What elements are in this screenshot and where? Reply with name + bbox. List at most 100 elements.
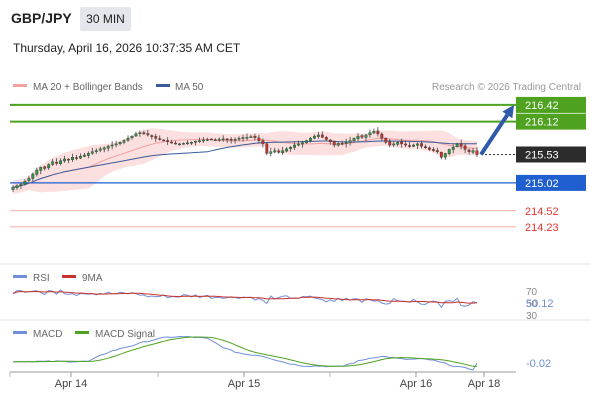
rsi-line [12,289,478,309]
candle-body [75,157,78,159]
candle-body [106,145,110,149]
credit-text: Research © 2026 Trading Central [432,82,581,93]
timeframe-button[interactable]: 30 MIN [80,7,131,31]
candle-body [261,140,265,145]
candle-body [297,143,300,146]
candle-body [190,142,193,144]
level-label-resistance: 216.42 [525,100,559,112]
x-axis-label: Apr 15 [228,378,260,390]
level-label-bg [516,96,586,113]
candle-body [435,150,439,152]
candle-body [225,138,229,141]
candle-body [122,140,126,143]
candle-body [309,138,312,141]
candle-body [312,135,316,139]
ma20-legend-swatch [13,84,27,87]
candle-body [245,137,249,139]
symbol-title: GBP/JPY [11,10,72,26]
candle-body [221,138,225,141]
candle-body [146,133,150,136]
x-axis-label: Apr 16 [400,378,432,390]
candle-body [424,146,427,149]
candle-body [443,153,447,158]
candle-body [277,150,281,153]
candle-body [285,148,289,152]
level-label-pivot: 215.02 [525,178,559,190]
ma50-line [12,140,477,188]
macd-legend-label: MACD [33,329,62,340]
candle-body [281,150,285,153]
candle-body [372,130,376,134]
candle-body [237,138,241,140]
candle-body [15,185,19,188]
candle-body [241,137,245,139]
candle-body [416,143,419,146]
candle-body [197,140,201,142]
candle-body [166,140,170,142]
rsi-ma-legend-label: 9MA [82,273,103,284]
candle-body [293,144,296,148]
candle-body [193,140,197,143]
candle-body [229,139,233,141]
candle-body [205,139,209,141]
candle-body [67,158,70,161]
candle-body [420,143,423,147]
candle-body [82,154,86,157]
candle-body [98,148,102,151]
candle-body [467,149,471,152]
x-axis-label: Apr 14 [55,378,87,390]
candle-body [388,141,392,146]
level-label-support: 214.52 [525,206,559,218]
candle-body [324,137,328,140]
candle-body [368,132,372,136]
rsi-ma-legend-swatch [62,275,76,278]
candle-body [11,187,15,190]
macd-legend-swatch [13,331,27,334]
candle-body [455,143,459,148]
candle-body [340,142,344,145]
candle-body [19,183,23,186]
macd-panel: -0.02 [12,335,551,371]
candle-body [265,143,269,154]
candle-body [320,134,324,138]
level-label-resistance: 216.12 [525,117,559,129]
candle-body [332,141,336,146]
candle-body [439,151,443,158]
rsi-legend-swatch [13,275,27,278]
level-label-support: 214.23 [525,222,559,234]
candle-body [78,155,82,159]
macd-signal-legend-label: MACD Signal [95,329,155,340]
macd-last-value: -0.02 [526,358,551,370]
candle-body [392,143,396,146]
candle-body [269,151,273,154]
candle-body [356,135,360,139]
candle-body [31,173,35,179]
candle-body [142,132,146,135]
candle-body [451,147,455,150]
forecast-arrow [479,104,514,156]
candle-body [408,145,412,147]
candle-body [110,144,114,147]
candle-body [427,147,431,150]
candle-body [336,143,340,146]
candle-body [150,135,154,137]
x-axis-labels: Apr 14 Apr 15 Apr 16 Apr 18 [9,372,500,390]
rsi-legend-label: RSI [33,273,50,284]
candle-body [118,142,122,145]
bollinger-band [13,128,477,194]
candle-body [273,150,277,153]
candle-body [348,140,352,143]
candle-body [170,141,174,144]
ma50-legend-label: MA 50 [175,82,204,93]
candle-body [400,141,404,145]
candle-body [158,138,162,140]
bollinger-band-area [13,128,477,194]
candle-body [182,143,185,145]
candle-body [55,161,59,164]
candle-body [463,145,467,150]
candle-body [201,139,205,142]
candle-body [316,134,320,137]
candle-body [380,133,384,139]
moving-averages [12,137,478,188]
